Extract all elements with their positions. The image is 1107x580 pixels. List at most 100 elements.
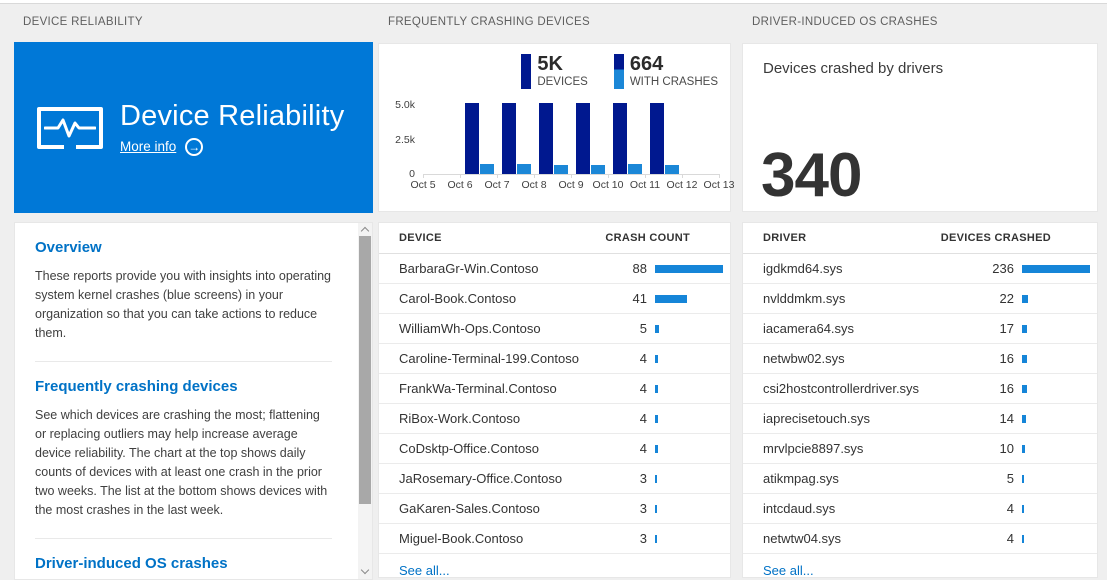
- row-label: mrvlpcie8897.sys: [763, 441, 864, 456]
- device-monitor-pulse-icon: [37, 106, 103, 149]
- table-row[interactable]: igdkmd64.sys 236: [743, 254, 1097, 284]
- row-value-bar: [655, 534, 657, 543]
- table-row[interactable]: GaKaren-Sales.Contoso 3: [379, 494, 730, 524]
- right-panel-header: DRIVER-INDUCED OS CRASHES: [752, 16, 938, 28]
- tile-title: Device Reliability: [120, 99, 345, 132]
- device-reliability-tile[interactable]: Device Reliability More info →: [14, 42, 373, 213]
- scrollbar-thumb[interactable]: [359, 236, 371, 504]
- row-value-bar: [1022, 474, 1024, 483]
- x-axis-tick: [719, 174, 720, 178]
- row-label: BarbaraGr-Win.Contoso: [399, 261, 539, 276]
- table-row[interactable]: CoDsktp-Office.Contoso 4: [379, 434, 730, 464]
- row-value-bar: [655, 294, 687, 303]
- row-label: csi2hostcontrollerdriver.sys: [763, 381, 920, 396]
- table-row[interactable]: mrvlpcie8897.sys 10: [743, 434, 1097, 464]
- table-row[interactable]: JaRosemary-Office.Contoso 3: [379, 464, 730, 494]
- row-value: 22: [999, 291, 1014, 306]
- table-row[interactable]: iacamera64.sys 17: [743, 314, 1097, 344]
- arrow-right-circle-icon: →: [185, 137, 204, 156]
- row-value-bar: [655, 474, 657, 483]
- table-row[interactable]: Carol-Book.Contoso 41: [379, 284, 730, 314]
- legend-devices-value: 5K: [537, 53, 563, 75]
- see-all-devices-link[interactable]: See all...: [399, 563, 450, 578]
- row-value: 4: [639, 381, 647, 396]
- row-value-bar: [1022, 354, 1027, 363]
- middle-panel-header: FREQUENTLY CRASHING DEVICES: [388, 16, 590, 28]
- y-axis-label: 2.5k: [395, 134, 415, 146]
- x-axis-tick: [571, 174, 572, 178]
- row-value-bar: [1022, 414, 1026, 423]
- legend-item-devices: 5K DEVICES: [521, 54, 588, 89]
- section-heading: Driver-induced OS crashes: [35, 555, 228, 572]
- row-value-bar: [1022, 264, 1090, 273]
- legend-crashes-value: 664: [629, 53, 664, 75]
- with-crashes-bar: [554, 164, 568, 174]
- table-row[interactable]: atikmpag.sys 5: [743, 464, 1097, 494]
- info-section: Overview These reports provide you with i…: [35, 223, 332, 343]
- table-row[interactable]: intcdaud.sys 4: [743, 494, 1097, 524]
- row-value: 4: [639, 411, 647, 426]
- section-heading: Frequently crashing devices: [35, 378, 238, 395]
- legend-item-with-crashes: 664 WITH CRASHES: [613, 53, 718, 89]
- row-label: iaprecisetouch.sys: [763, 411, 870, 426]
- row-value: 4: [1006, 531, 1014, 546]
- row-label: GaKaren-Sales.Contoso: [399, 501, 540, 516]
- see-all-drivers-link[interactable]: See all...: [763, 563, 814, 578]
- table-row[interactable]: csi2hostcontrollerdriver.sys 16: [743, 374, 1097, 404]
- devices-bar: [539, 103, 553, 174]
- row-value: 17: [999, 321, 1014, 336]
- table-row[interactable]: netwbw02.sys 16: [743, 344, 1097, 374]
- table-row[interactable]: FrankWa-Terminal.Contoso 4: [379, 374, 730, 404]
- devices-bar: [613, 103, 627, 174]
- x-axis-label: Oct 6: [447, 179, 473, 191]
- with-crashes-legend-swatch: [613, 54, 624, 89]
- table-row[interactable]: BarbaraGr-Win.Contoso 88: [379, 254, 730, 284]
- y-axis-label: 5.0k: [395, 99, 415, 111]
- scroll-up-icon[interactable]: [358, 223, 372, 237]
- y-axis-label: 0: [409, 168, 415, 180]
- row-value-bar: [1022, 504, 1024, 513]
- row-value-bar: [1022, 444, 1025, 453]
- driver-crashes-summary-card: Devices crashed by drivers 340: [742, 43, 1098, 212]
- row-value: 16: [999, 351, 1014, 366]
- more-info-label: More info: [120, 139, 177, 154]
- crash-chart-card: 5K DEVICES 664 WITH CRASHES 5.0k 2.5k 0 …: [378, 43, 734, 212]
- x-axis-label: Oct 13: [703, 179, 735, 191]
- row-label: nvlddmkm.sys: [763, 291, 846, 306]
- section-body: See which devices are crashing the most;…: [35, 408, 328, 517]
- devices-crashed-count: 340: [761, 141, 862, 210]
- row-value: 236: [992, 261, 1014, 276]
- row-value: 4: [639, 351, 647, 366]
- reliability-info-card: Overview These reports provide you with i…: [14, 222, 373, 580]
- row-value: 14: [999, 411, 1014, 426]
- scroll-down-icon[interactable]: [358, 565, 372, 579]
- legend-crashes-label: WITH CRASHES: [629, 76, 718, 88]
- top-strip: [0, 0, 1107, 4]
- row-value: 3: [639, 501, 647, 516]
- row-label: WilliamWh-Ops.Contoso: [399, 321, 541, 336]
- row-label: iacamera64.sys: [763, 321, 855, 336]
- row-label: CoDsktp-Office.Contoso: [399, 441, 539, 456]
- row-label: Carol-Book.Contoso: [399, 291, 517, 306]
- table-row[interactable]: RiBox-Work.Contoso 4: [379, 404, 730, 434]
- row-value: 4: [639, 441, 647, 456]
- row-label: Caroline-Terminal-199.Contoso: [399, 351, 579, 366]
- table-row[interactable]: Caroline-Terminal-199.Contoso 4: [379, 344, 730, 374]
- scrollbar[interactable]: [358, 223, 372, 579]
- table-row[interactable]: WilliamWh-Ops.Contoso 5: [379, 314, 730, 344]
- table-row[interactable]: nvlddmkm.sys 22: [743, 284, 1097, 314]
- left-panel-header: DEVICE RELIABILITY: [23, 16, 143, 28]
- table-row[interactable]: iaprecisetouch.sys 14: [743, 404, 1097, 434]
- with-crashes-bar: [665, 165, 679, 174]
- x-axis-label: Oct 11: [629, 179, 661, 191]
- crash-chart-plot: 5.0k 2.5k 0 Oct 5 Oct 6 Oct 7 Oct 8 Oct 9 Oct…: [395, 99, 734, 191]
- info-section: Driver-induced OS crashesSee which drive…: [35, 538, 332, 579]
- table-body: BarbaraGr-Win.Contoso 88 Carol-Book.Contos…: [379, 254, 730, 554]
- x-axis-tick: [534, 174, 535, 178]
- x-axis-tick: [645, 174, 646, 178]
- table-row[interactable]: Miguel-Book.Contoso 3: [379, 524, 730, 554]
- table-row[interactable]: netwtw04.sys 4: [743, 524, 1097, 554]
- crashing-devices-table: DEVICE CRASH COUNT BarbaraGr-Win.Contoso…: [378, 222, 731, 578]
- row-value: 16: [999, 381, 1014, 396]
- more-info-link[interactable]: More info →: [120, 137, 344, 156]
